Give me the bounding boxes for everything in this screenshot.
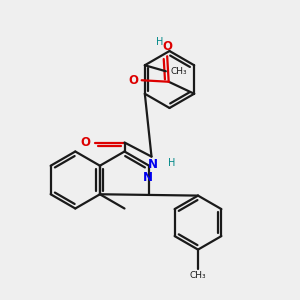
Text: H: H xyxy=(168,158,176,168)
Text: N: N xyxy=(148,158,158,171)
Text: CH₃: CH₃ xyxy=(190,272,206,280)
Text: N: N xyxy=(143,171,153,184)
Text: O: O xyxy=(162,40,172,53)
Text: H: H xyxy=(156,37,164,47)
Text: O: O xyxy=(128,74,138,87)
Text: O: O xyxy=(80,136,90,149)
Text: CH₃: CH₃ xyxy=(170,67,187,76)
